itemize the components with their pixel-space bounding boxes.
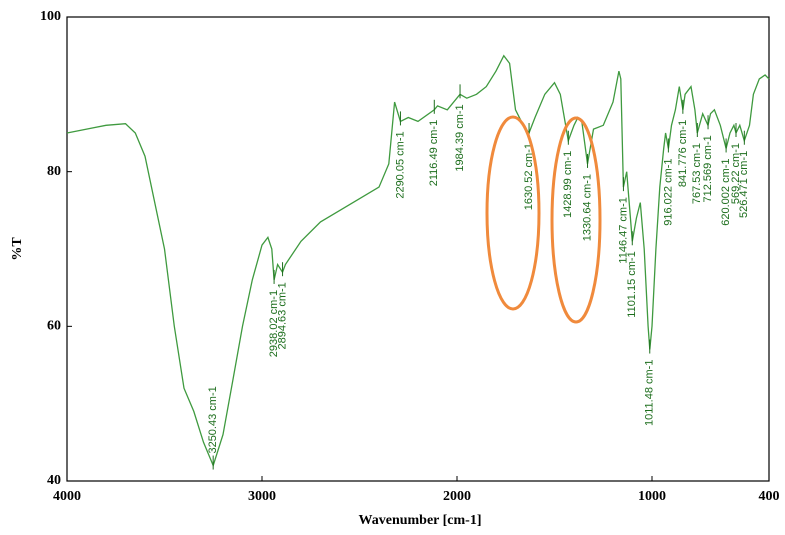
peak-label: 1101.15 cm-1 [626,251,638,317]
peak-label: 3250.43 cm-1 [207,386,219,453]
x-tick-label: 4000 [53,489,81,504]
peak-label: 767.53 cm-1 [691,143,703,204]
peak-label: 1330.64 cm-1 [581,174,593,241]
peak-label: 526.471 cm-1 [738,151,750,218]
x-tick-label: 3000 [248,489,276,504]
x-tick-label: 2000 [443,489,471,504]
y-tick-label: 80 [47,164,61,179]
peak-label: 569.22 cm-1 [730,143,742,204]
peak-label: 2894.63 cm-1 [276,282,288,349]
plot-frame [66,16,770,482]
y-tick-label: 60 [47,319,61,334]
spectrum-line [66,54,770,468]
peak-label: 712.569 cm-1 [702,135,714,202]
y-tick-label: 100 [40,9,61,24]
x-tick-label: 1000 [638,489,666,504]
peak-label: 1146.47 cm-1 [617,197,629,263]
y-tick-label: 40 [47,473,61,488]
peak-label: 2116.49 cm-1 [428,120,440,186]
peak-label: 2290.05 cm-1 [394,131,406,198]
peak-label: 1984.39 cm-1 [454,104,466,171]
peak-label: 916.022 cm-1 [662,158,674,225]
peak-label: 1011.48 cm-1 [644,360,656,426]
peak-label: 2938.02 cm-1 [268,290,280,357]
x-tick-label: 400 [759,489,780,504]
peak-label: 620.002 cm-1 [720,158,732,225]
highlight-ellipse [485,115,541,311]
peak-label: 1630.52 cm-1 [523,143,535,210]
peak-label: 841.776 cm-1 [677,120,689,187]
plot: 4000 3000 2000 1000 400 40 60 80 100 3250.43 cm-1… [40,9,780,504]
highlight-ellipse [550,116,602,324]
x-axis-label: Wavenumber [cm-1] [359,513,482,528]
peak-label: 1428.99 cm-1 [562,151,574,218]
y-axis-label: %T [10,237,25,261]
